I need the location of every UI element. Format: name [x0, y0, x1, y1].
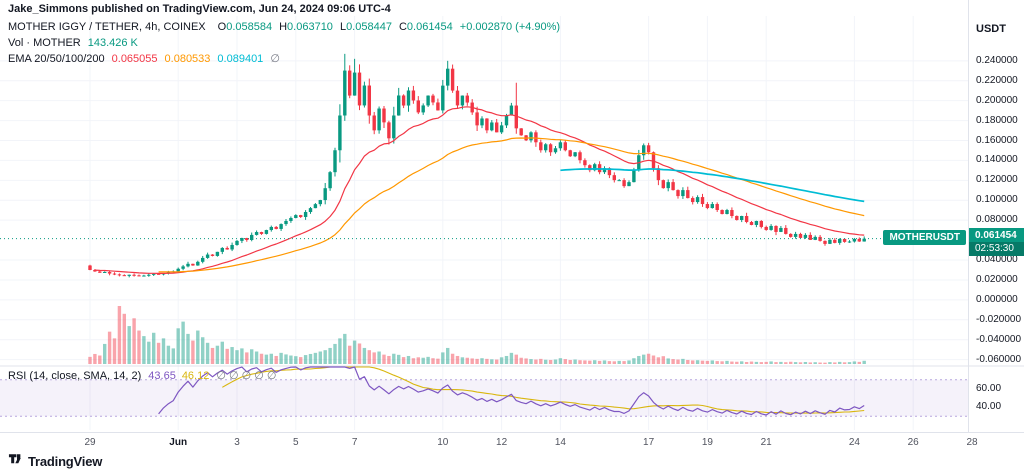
- time-axis-label: 17: [643, 437, 655, 448]
- time-axis-label: 21: [760, 437, 772, 448]
- time-axis-label: 28: [966, 437, 978, 448]
- current-price-badge: 0.061454 02:53:30: [969, 227, 1024, 256]
- close-label: C: [398, 21, 407, 33]
- symbol-legend-row[interactable]: MOTHER IGGY / TETHER, 4h, COINEX O0.05858…: [8, 19, 560, 35]
- footer: TradingView: [8, 451, 102, 471]
- tradingview-logo-icon[interactable]: [8, 451, 23, 471]
- time-axis-label: 10: [437, 437, 449, 448]
- high-value: 0.063710: [287, 21, 333, 33]
- low-value: 0.058447: [346, 21, 392, 33]
- rsi-axis-label: 60.00: [976, 382, 1002, 394]
- price-axis-label: 0.240000: [976, 54, 1018, 66]
- rsi-title: RSI (14, close, SMA, 14, 2): [8, 370, 142, 382]
- price-axis-label: -0.060000: [976, 353, 1022, 365]
- price-axis-label: 0.020000: [976, 273, 1018, 285]
- volume-title: Vol · MOTHER: [8, 37, 81, 49]
- price-axis-label: 0.100000: [976, 194, 1018, 206]
- ema20-value: 0.065055: [111, 53, 158, 65]
- current-price-value: 0.061454: [975, 229, 1017, 241]
- attribution-header: Jake_Simmons published on TradingView.co…: [8, 3, 391, 15]
- price-axis-label: -0.040000: [976, 333, 1022, 345]
- price-axis-label: 0.040000: [976, 254, 1018, 266]
- high-label: H: [279, 21, 288, 33]
- time-axis-label: 29: [84, 437, 96, 448]
- legend: MOTHER IGGY / TETHER, 4h, COINEX O0.05858…: [8, 19, 560, 67]
- time-axis-label: 19: [701, 437, 713, 448]
- time-axis-label: 14: [554, 437, 566, 448]
- price-axis-label: 0.080000: [976, 214, 1018, 226]
- volume-value: 143.426 K: [87, 37, 138, 49]
- ema-legend-row[interactable]: EMA 20/50/100/200 0.065055 0.080533 0.08940…: [8, 51, 560, 67]
- rsi-hidden-values: ∅ ∅ ∅ ∅ ∅: [216, 370, 277, 382]
- open-value: 0.058584: [226, 21, 273, 33]
- time-axis[interactable]: 29 Jun 3 5 7 10 12 14 17 19 21 24 26 28: [0, 432, 1024, 453]
- ema-title: EMA 20/50/100/200: [8, 53, 105, 65]
- rsi-ma-value: 46.12: [181, 370, 210, 382]
- rsi-value: 43.65: [148, 370, 176, 382]
- open-label: O: [217, 21, 227, 33]
- time-axis-label: Jun: [169, 437, 188, 448]
- symbol-price-label: MOTHERUSDT: [883, 229, 966, 245]
- time-axis-label: 24: [848, 437, 860, 448]
- rsi-legend-row[interactable]: RSI (14, close, SMA, 14, 2) 43.65 46.12 ∅ ∅…: [8, 369, 276, 382]
- price-axis-label: -0.020000: [976, 313, 1022, 325]
- volume-legend-row[interactable]: Vol · MOTHER 143.426 K: [8, 35, 560, 51]
- low-label: L: [339, 21, 347, 33]
- time-axis-label: 26: [907, 437, 919, 448]
- time-axis-label: 5: [293, 437, 299, 448]
- price-axis[interactable]: USDT 0.061454 02:53:30 0.240000 0.220000 0…: [968, 0, 1024, 432]
- price-axis-label: 0.160000: [976, 134, 1018, 146]
- price-axis-label: 0.200000: [976, 94, 1018, 106]
- price-axis-label: 0.140000: [976, 154, 1018, 166]
- price-axis-label: 0.180000: [976, 114, 1018, 126]
- price-axis-label: 0.120000: [976, 174, 1018, 186]
- time-axis-label: 7: [351, 437, 358, 448]
- tradingview-brand-text[interactable]: TradingView: [28, 453, 103, 469]
- ema100-value: 0.089401: [217, 53, 264, 65]
- time-axis-label: 12: [496, 437, 508, 448]
- axis-currency-label: USDT: [976, 23, 1006, 35]
- price-axis-label: 0.000000: [976, 293, 1018, 305]
- change-value: +0.002870 (+4.90%): [459, 21, 561, 33]
- ema50-value: 0.080533: [164, 53, 211, 65]
- price-axis-label: 0.220000: [976, 74, 1018, 86]
- rsi-axis-label: 40.00: [976, 401, 1002, 413]
- close-value: 0.061454: [406, 21, 453, 33]
- symbol-title: MOTHER IGGY / TETHER, 4h, COINEX: [8, 21, 206, 33]
- bar-countdown: 02:53:30: [969, 241, 1024, 256]
- time-axis-label: 3: [234, 437, 240, 448]
- ema200-empty-value: ∅: [270, 53, 280, 65]
